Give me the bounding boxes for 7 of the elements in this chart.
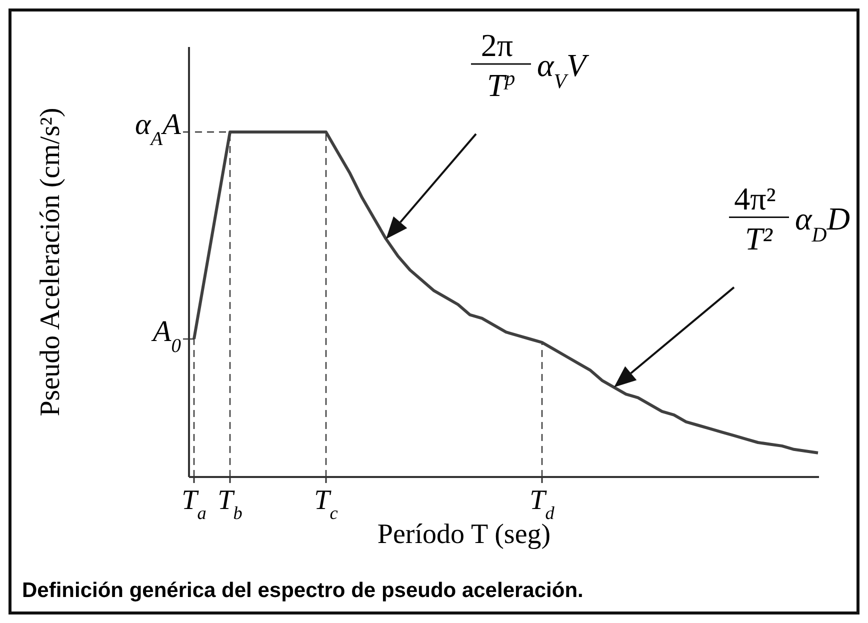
y-axis-title: Pseudo Aceleración (cm/s²) bbox=[35, 108, 66, 416]
annotation: A$_{0}$ bbox=[150, 315, 182, 356]
x-tick-label: T$_{b}$ bbox=[218, 485, 242, 523]
x-tick-label: T$_{a}$ bbox=[182, 485, 206, 523]
text: Definición genérica del espectro de pseudo aceleración. bbox=[22, 579, 584, 602]
x-tick-label: T$_{c}$ bbox=[314, 485, 338, 523]
annotation: α$_{A}$A bbox=[135, 108, 182, 150]
